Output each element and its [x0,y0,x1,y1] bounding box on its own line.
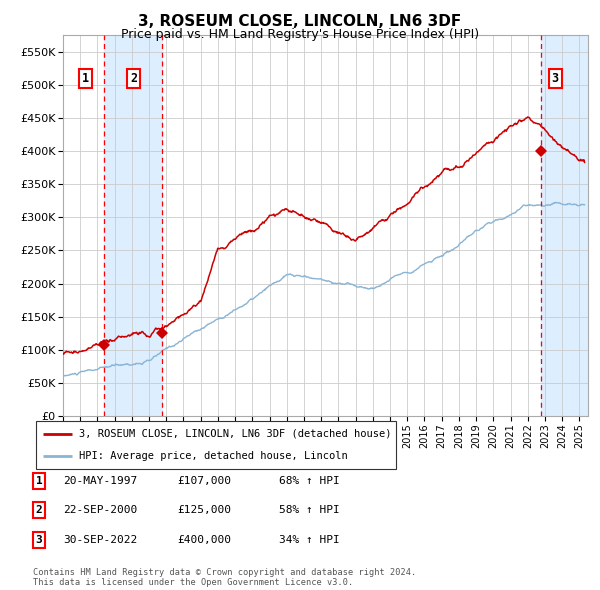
Text: 3, ROSEUM CLOSE, LINCOLN, LN6 3DF: 3, ROSEUM CLOSE, LINCOLN, LN6 3DF [139,14,461,28]
Text: HPI: Average price, detached house, Lincoln: HPI: Average price, detached house, Linc… [79,451,348,461]
Text: 2: 2 [130,72,137,85]
Text: £125,000: £125,000 [177,506,231,515]
Text: 34% ↑ HPI: 34% ↑ HPI [279,535,340,545]
Text: Price paid vs. HM Land Registry's House Price Index (HPI): Price paid vs. HM Land Registry's House … [121,28,479,41]
Text: 22-SEP-2000: 22-SEP-2000 [63,506,137,515]
Text: 2: 2 [35,506,43,515]
Text: 3, ROSEUM CLOSE, LINCOLN, LN6 3DF (detached house): 3, ROSEUM CLOSE, LINCOLN, LN6 3DF (detac… [79,429,392,439]
Text: 3: 3 [552,72,559,85]
Text: 20-MAY-1997: 20-MAY-1997 [63,476,137,486]
Text: 1: 1 [35,476,43,486]
Text: £400,000: £400,000 [177,535,231,545]
Text: 58% ↑ HPI: 58% ↑ HPI [279,506,340,515]
Text: 1: 1 [82,72,89,85]
Text: 3: 3 [35,535,43,545]
Text: £107,000: £107,000 [177,476,231,486]
Text: 68% ↑ HPI: 68% ↑ HPI [279,476,340,486]
Text: 30-SEP-2022: 30-SEP-2022 [63,535,137,545]
Bar [541,35,588,416]
Text: Contains HM Land Registry data © Crown copyright and database right 2024.
This d: Contains HM Land Registry data © Crown c… [33,568,416,587]
FancyBboxPatch shape [36,421,396,469]
Bar [104,35,161,416]
